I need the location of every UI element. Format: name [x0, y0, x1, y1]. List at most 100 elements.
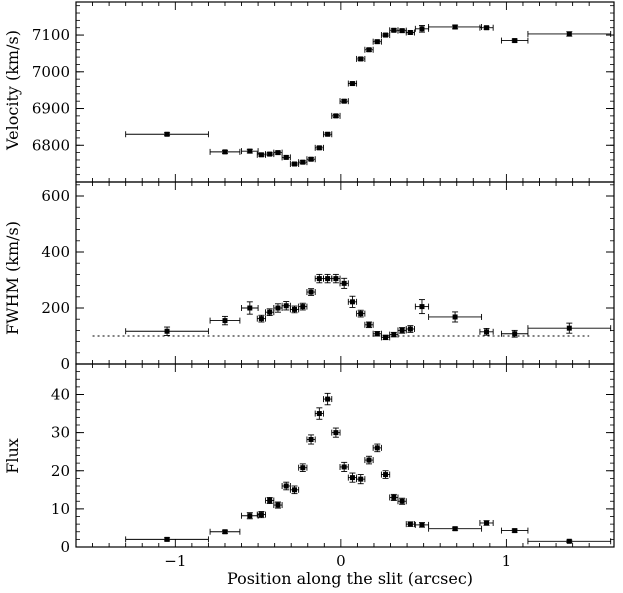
flux-marker: [341, 464, 347, 470]
fwhm-marker: [512, 331, 518, 337]
flux-marker: [258, 512, 264, 518]
flux-data-point: [256, 511, 266, 519]
velocity-ytick-label: 6900: [32, 100, 70, 118]
velocity-marker: [374, 39, 380, 45]
fwhm-marker: [419, 304, 425, 310]
velocity-data-point: [405, 29, 415, 36]
flux-ytick-label: 10: [51, 500, 70, 518]
velocity-data-point: [347, 80, 358, 87]
velocity-marker: [247, 148, 253, 154]
velocity-marker: [333, 113, 339, 119]
velocity-data-point: [125, 131, 209, 138]
flux-data-point: [298, 463, 308, 472]
velocity-marker: [325, 131, 331, 137]
fwhm-data-point: [241, 301, 259, 315]
flux-ytick-label: 30: [51, 424, 70, 442]
fwhm-ytick-label: 600: [41, 187, 70, 205]
x-axis-label: Position along the slit (arcsec): [227, 569, 473, 588]
flux-data-point: [405, 521, 415, 528]
velocity-marker: [341, 98, 347, 104]
velocity-data-point: [479, 24, 494, 31]
velocity-data-point: [314, 144, 324, 151]
fwhm-data-point: [414, 299, 430, 315]
velocity-marker: [391, 27, 397, 33]
velocity-ytick-label: 7000: [32, 63, 70, 81]
flux-marker: [399, 498, 405, 504]
flux-data-point: [323, 392, 333, 406]
fwhm-data-point: [125, 326, 209, 336]
flux-marker: [164, 536, 170, 542]
flux-marker: [325, 396, 331, 402]
fwhm-ytick-label: 0: [60, 355, 70, 373]
flux-data-point: [209, 528, 241, 535]
velocity-data-point: [389, 27, 399, 34]
velocity-marker: [419, 26, 425, 32]
fwhm-data-point: [428, 311, 483, 323]
velocity-marker: [292, 161, 298, 167]
fwhm-data-point: [265, 308, 275, 317]
fwhm-marker: [484, 329, 490, 335]
fwhm-frame: [75, 181, 615, 365]
fwhm-marker: [222, 318, 228, 324]
fwhm-marker: [258, 316, 264, 322]
velocity-data-point: [281, 154, 291, 161]
fwhm-marker: [383, 334, 389, 340]
fwhm-marker: [267, 309, 273, 315]
velocity-data-point: [364, 46, 374, 53]
flux-data-point: [273, 501, 283, 509]
fwhm-marker: [358, 311, 364, 317]
flux-data-point: [314, 407, 324, 420]
flux-marker: [419, 522, 425, 528]
flux-marker: [484, 520, 490, 526]
flux-data-point: [339, 461, 349, 472]
x-tick-label: 0: [336, 552, 346, 570]
flux-marker: [275, 502, 281, 508]
fwhm-data-point: [500, 329, 529, 338]
flux-marker: [349, 475, 355, 481]
fwhm-data-point: [209, 315, 241, 326]
fwhm-marker: [308, 289, 314, 295]
fwhm-marker: [341, 280, 347, 286]
fwhm-marker: [325, 276, 331, 282]
velocity-marker: [358, 56, 364, 62]
fwhm-data-point: [256, 314, 266, 323]
flux-marker: [407, 521, 413, 527]
velocity-data-point: [527, 30, 612, 37]
fwhm-marker: [374, 331, 380, 337]
fwhm-marker: [333, 276, 339, 282]
velocity-panel: Velocity (km/s) 6800 6900 7000 7100: [3, 1, 615, 183]
flux-panel: Flux 0 10 20 30 40 −1 0 1: [3, 363, 615, 570]
fwhm-marker: [566, 325, 572, 331]
fwhm-marker: [247, 305, 253, 311]
velocity-marker: [275, 150, 281, 156]
fwhm-data-point: [364, 321, 374, 329]
velocity-marker: [258, 152, 264, 158]
flux-data-point: [414, 521, 430, 528]
fwhm-data-point: [397, 327, 407, 334]
fwhm-marker: [391, 332, 397, 338]
fwhm-data-point: [389, 331, 399, 338]
velocity-marker: [349, 81, 355, 87]
flux-data-point: [241, 512, 259, 520]
fwhm-data-point: [281, 301, 291, 311]
flux-data-point: [125, 536, 209, 543]
flux-data-point: [500, 527, 529, 534]
velocity-frame: [75, 1, 615, 183]
flux-marker: [391, 494, 397, 500]
fwhm-marker: [283, 303, 289, 309]
fwhm-data-point: [356, 309, 366, 318]
flux-data-point: [289, 485, 300, 495]
flux-data-point: [380, 470, 391, 479]
velocity-marker: [164, 131, 170, 137]
flux-ytick-label: 40: [51, 386, 70, 404]
velocity-data-point: [298, 159, 308, 166]
fwhm-marker: [452, 314, 458, 320]
velocity-data-point: [273, 149, 283, 156]
velocity-marker: [222, 149, 228, 155]
velocity-data-point: [331, 112, 341, 119]
velocity-marker: [308, 156, 314, 162]
flux-marker: [247, 513, 253, 519]
fwhm-ytick-label: 400: [41, 243, 70, 261]
velocity-data-point: [241, 148, 259, 155]
velocity-data-point: [339, 98, 349, 105]
